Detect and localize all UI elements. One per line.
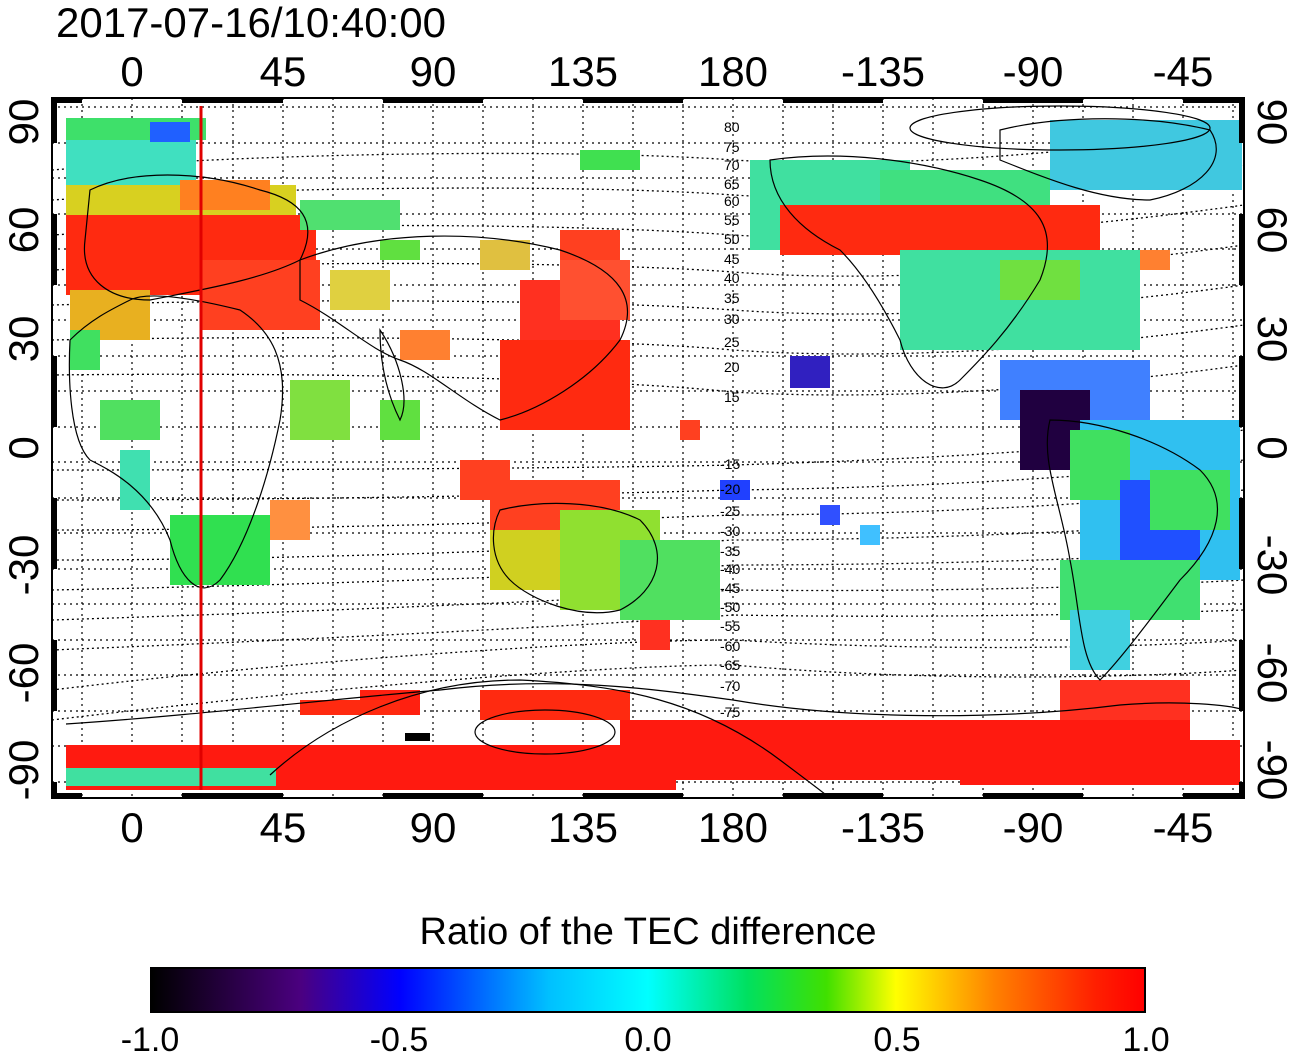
tec-data-patches [66, 118, 1242, 790]
colorbar-tick: 1.0 [1122, 1021, 1170, 1059]
mlat-label: 30 [724, 311, 740, 327]
mlat-label: 25 [724, 334, 740, 350]
top-lon-label: 0 [120, 48, 144, 95]
colorbar-title: Ratio of the TEC difference [419, 911, 877, 953]
bottom-lon-label: 0 [120, 804, 144, 851]
bottom-lon-label: 90 [409, 804, 457, 851]
mlat-label: 40 [724, 270, 740, 286]
mlat-label: -50 [720, 599, 740, 615]
timestamp: 2017-07-16/10:40:00 [56, 0, 446, 46]
mlat-label: 60 [724, 193, 740, 209]
bottom-lon-label: -135 [840, 804, 926, 851]
top-lon-label: 135 [547, 48, 619, 95]
mlat-label: 20 [724, 359, 740, 375]
mlat-label: -20 [720, 481, 740, 497]
mlat-label: -30 [720, 523, 740, 539]
colorbar-tick: 0.0 [624, 1021, 672, 1059]
mlat-label: -45 [720, 580, 740, 596]
mlat-label: 45 [724, 251, 740, 267]
mlat-label: 70 [724, 157, 740, 173]
mlat-label: -70 [720, 678, 740, 694]
mlat-label: -55 [720, 618, 740, 634]
mlat-label: -40 [720, 561, 740, 577]
mlat-label: 50 [724, 231, 740, 247]
colorbar [150, 967, 1146, 1013]
bottom-lon-label: 45 [259, 804, 307, 851]
mlat-label: 15 [724, 389, 740, 405]
top-lon-label: 90 [409, 48, 457, 95]
mlat-label: 55 [724, 212, 740, 228]
mlat-label: -25 [720, 503, 740, 519]
bottom-lon-label: -90 [1002, 804, 1064, 851]
top-lon-label: -45 [1152, 48, 1214, 95]
top-lon-label: -90 [1002, 48, 1064, 95]
top-lon-label: -135 [840, 48, 926, 95]
mlat-label: 65 [724, 176, 740, 192]
colorbar-tick: -1.0 [120, 1021, 180, 1059]
magnetic-lat-labels: 80 75 70 65 60 55 50 45 40 35 30 25 20 1… [720, 119, 740, 720]
colorbar-tick: -0.5 [369, 1021, 429, 1059]
colorbar-tick: 0.5 [873, 1021, 921, 1059]
mlat-label: 80 [724, 119, 740, 135]
mlat-label: 35 [724, 290, 740, 306]
mlat-label: -75 [720, 704, 740, 720]
top-lon-label: 180 [697, 48, 769, 95]
bottom-lon-label: -45 [1152, 804, 1214, 851]
mlat-label: -15 [720, 456, 740, 472]
mlat-label: -35 [720, 543, 740, 559]
mlat-label: -65 [720, 657, 740, 673]
top-lon-label: 45 [259, 48, 307, 95]
bottom-lon-label: 180 [697, 804, 769, 851]
frame-ticks [51, 97, 1245, 799]
mlat-label: -60 [720, 638, 740, 654]
bottom-lon-label: 135 [547, 804, 619, 851]
coastlines [65, 105, 1244, 798]
mlat-label: 75 [724, 139, 740, 155]
